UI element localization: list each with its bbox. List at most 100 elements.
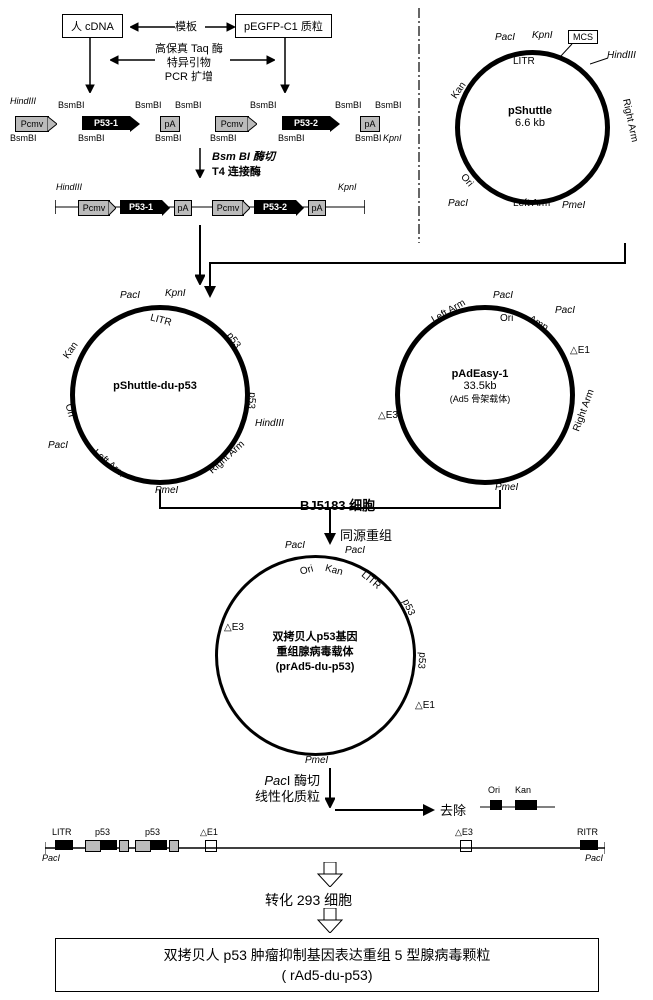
pcmv2: Pcmv (215, 116, 249, 132)
transform: 转化 293 细胞 (265, 890, 352, 910)
ln-litr-b (55, 840, 73, 850)
bsm8: BsmBI (210, 133, 237, 143)
bsm5: BsmBI (175, 100, 202, 110)
ln-g1 (85, 840, 101, 852)
bj-cells: BJ5183 细胞 (300, 495, 375, 514)
ln-p53b: p53 (145, 827, 160, 837)
linear-construct (45, 840, 605, 856)
sh-paci: PacI (495, 32, 515, 43)
sd-p53b: p53 (245, 392, 257, 410)
ln-e3-b (460, 840, 472, 852)
fn-pmei: PmeI (305, 755, 328, 766)
ae-right: Right Arm (571, 388, 596, 433)
ln-paci-r: PacI (585, 853, 603, 863)
ln-b1 (101, 840, 117, 850)
ln-litr: LITR (52, 827, 72, 837)
bsm4: BsmBI (78, 133, 105, 143)
ln-ritr-b (580, 840, 598, 850)
hind2: HindIII (56, 182, 82, 192)
ae-paci: PacI (493, 290, 513, 301)
ln-e1-b (205, 840, 217, 852)
pcmv-b: Pcmv (212, 200, 244, 216)
bsm11: BsmBI (375, 100, 402, 110)
fn-e3: △E3 (224, 622, 244, 633)
ln-b2 (151, 840, 167, 850)
hind-lbl1: HindIII (10, 96, 36, 106)
bsm6: BsmBI (155, 133, 182, 143)
fn-e1: △E1 (415, 700, 435, 711)
remove-arrow (335, 800, 435, 820)
ln-e1: △E1 (200, 827, 218, 838)
pa1: pA (160, 116, 180, 132)
sd-hind: HindIII (255, 418, 284, 429)
ln-g4 (169, 840, 179, 852)
separator (414, 8, 424, 243)
arrow-right-1 (205, 22, 235, 32)
arrow-d5 (325, 768, 335, 808)
pa2: pA (360, 116, 380, 132)
shuttledu-name: pShuttle-du-p53 (100, 380, 210, 392)
bsm1: BsmBI (58, 100, 85, 110)
sh-pmei: PmeI (562, 200, 585, 211)
rm-ori: Ori (488, 785, 500, 795)
cdna-box: 人 cDNA (62, 14, 123, 38)
ln-p53a: p53 (95, 827, 110, 837)
adeasy-name: pAdEasy-133.5kb(Ad5 骨架载体) (430, 368, 530, 405)
arrow-l2 (110, 55, 155, 65)
ln-ritr: RITR (577, 827, 598, 837)
ln-e3: △E3 (455, 827, 473, 838)
sh-left: Left Arm (513, 198, 550, 209)
sh-right: Right Arm (620, 98, 640, 143)
sh-litr: LITR (513, 56, 535, 67)
sh-hind: HindIII (607, 50, 636, 61)
final-name: 双拷贝人p53基因 重组腺病毒载体 (prAd5-du-p53) (255, 630, 375, 675)
p532: P53-2 (282, 116, 330, 130)
arrow-left-1 (130, 22, 175, 32)
sd-paci: PacI (120, 290, 140, 301)
t4-ligase: T4 连接酶 (212, 163, 261, 179)
pa-b: pA (308, 200, 326, 216)
ln-g3 (135, 840, 151, 852)
arrow-d1 (85, 38, 95, 93)
linearize: PacI 酶切线性化质粒 (225, 773, 320, 805)
ln-paci-l: PacI (42, 853, 60, 863)
shuttle-arrow (10, 243, 630, 298)
hollow-arrow2 (310, 908, 350, 933)
pcmv1: Pcmv (15, 116, 49, 132)
fn-p53b: p53 (415, 652, 427, 670)
template-label: 模板 (175, 18, 197, 34)
sh-paci2: PacI (448, 198, 468, 209)
fn-paci: PacI (285, 540, 305, 551)
bsm9: BsmBI (335, 100, 362, 110)
bsm2: BsmBI (10, 133, 37, 143)
arrow-r2 (230, 55, 275, 65)
ln-g2 (119, 840, 129, 852)
sd-kpni: KpnI (165, 288, 186, 299)
bsm10: BsmBI (278, 133, 305, 143)
rm-kan: Kan (515, 785, 531, 795)
kpn2: KpnI (338, 182, 357, 192)
bsm3: BsmBI (135, 100, 162, 110)
kpn-lbl1: KpnI (383, 133, 402, 143)
ae-e3: △E3 (378, 410, 398, 421)
ae-e1: △E1 (570, 345, 590, 356)
p531: P53-1 (82, 116, 130, 130)
bsm-digest: Bsm BI 酶切 (212, 148, 275, 164)
bsm12: BsmBI (355, 133, 382, 143)
pcmv-a: Pcmv (78, 200, 110, 216)
remove: 去除 (440, 800, 466, 819)
pcr-label: 高保真 Taq 酶 特异引物 PCR 扩增 (155, 42, 223, 84)
arrow-d2 (280, 38, 290, 93)
recomb: 同源重组 (340, 525, 392, 544)
p532-a: P53-2 (254, 200, 296, 214)
p531-a: P53-1 (120, 200, 162, 214)
result-box: 双拷贝人 p53 肿瘤抑制基因表达重组 5 型腺病毒颗粒 ( rAd5-du-p… (55, 938, 599, 992)
ae-paci2: PacI (555, 305, 575, 316)
sh-kpni: KpnI (532, 30, 553, 41)
bsm7: BsmBI (250, 100, 277, 110)
sd-paci2: PacI (48, 440, 68, 451)
pshuttle-name: pShuttle6.6 kb (495, 105, 565, 129)
ae-ori: Ori (500, 313, 513, 324)
pa-a: pA (174, 200, 192, 216)
hollow-arrow (310, 862, 350, 887)
